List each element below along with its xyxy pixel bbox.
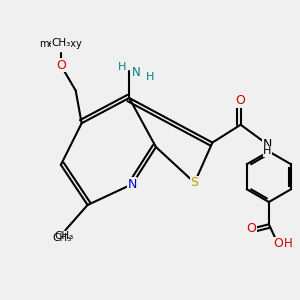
Text: CH₃: CH₃: [53, 233, 72, 243]
Text: O: O: [236, 94, 246, 107]
Text: O: O: [56, 59, 66, 72]
Text: H: H: [146, 72, 154, 82]
Text: N: N: [263, 138, 272, 151]
Text: O: O: [273, 237, 283, 250]
Text: CH₃: CH₃: [51, 38, 70, 48]
Text: methoxy: methoxy: [40, 40, 82, 50]
Text: H: H: [118, 62, 126, 72]
Text: CH₃: CH₃: [54, 231, 74, 241]
Text: S: S: [190, 176, 199, 189]
Text: O: O: [246, 222, 256, 235]
Text: H: H: [263, 146, 272, 157]
Text: N: N: [132, 66, 141, 79]
Text: H: H: [284, 237, 293, 250]
Text: N: N: [128, 178, 137, 191]
